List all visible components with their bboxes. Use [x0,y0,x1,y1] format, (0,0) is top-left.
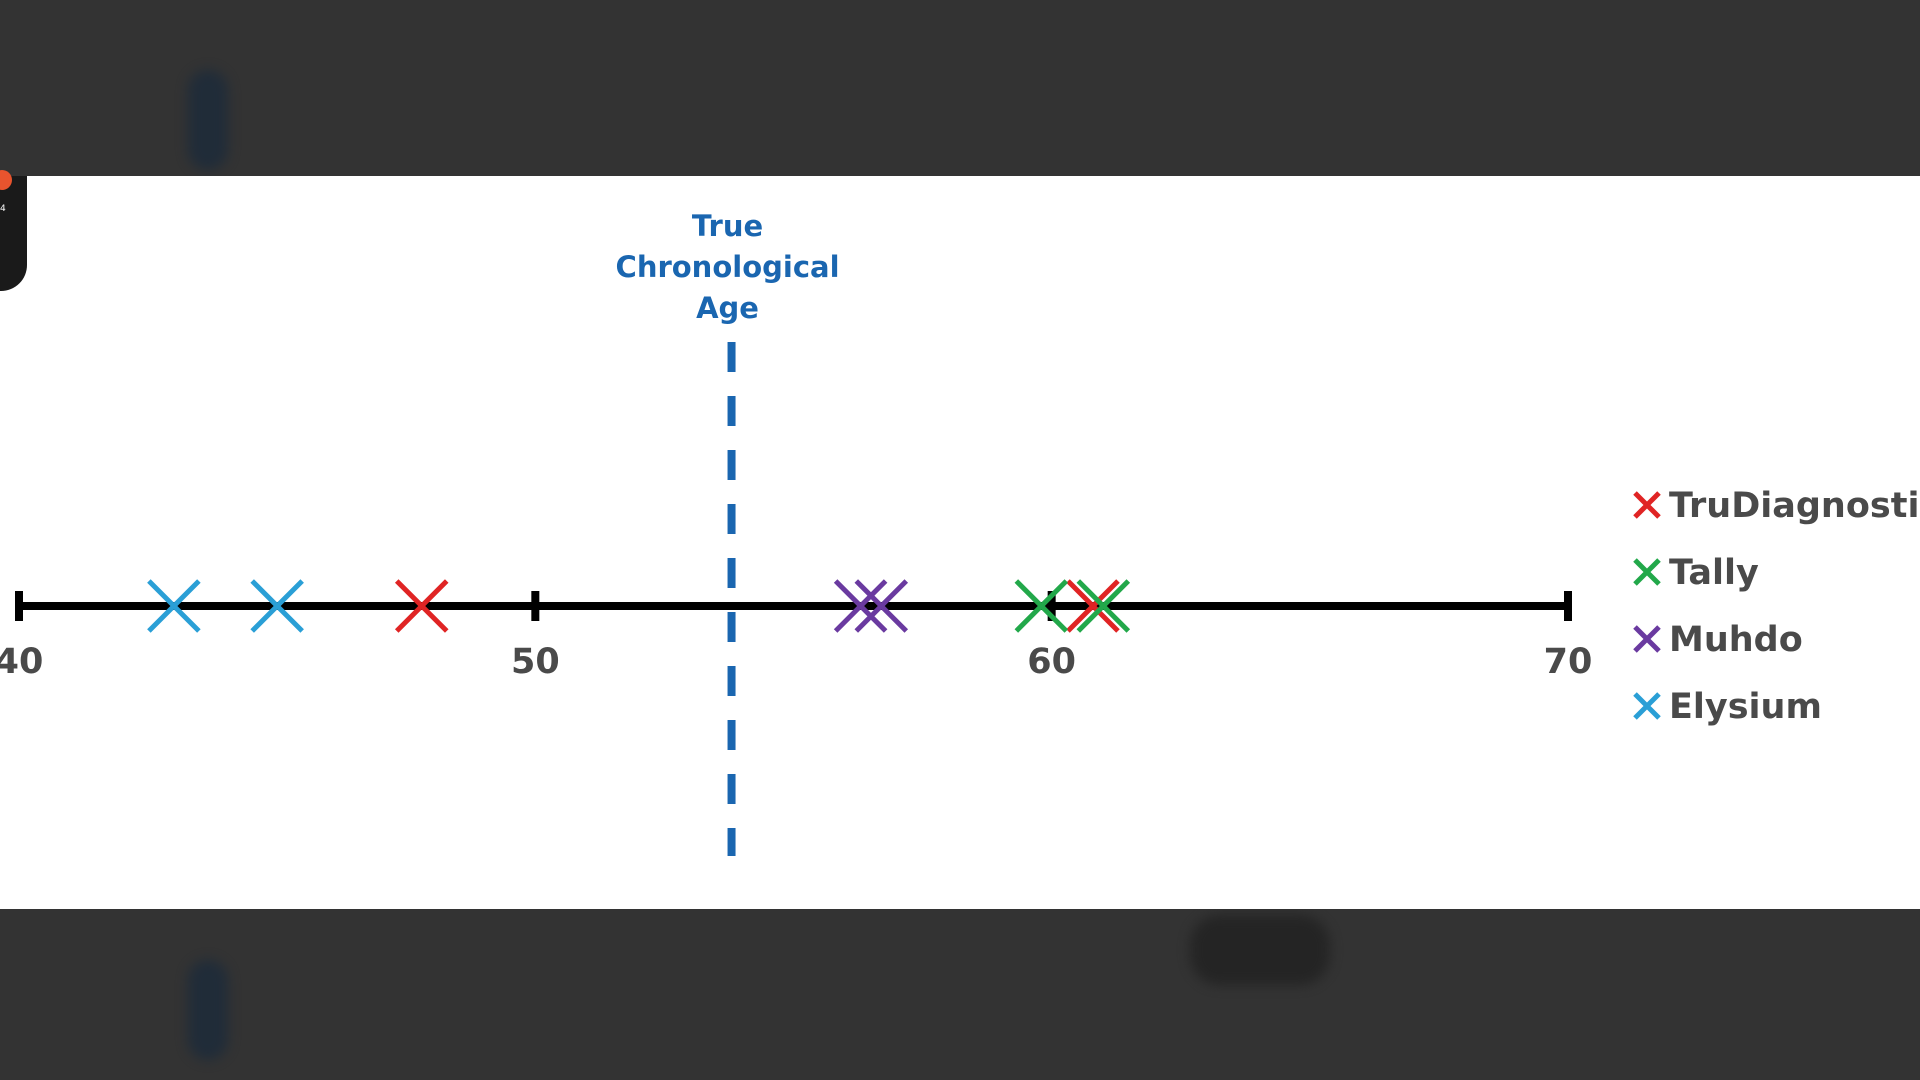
blurred-background-shape [188,70,228,170]
x-tick-label: 50 [511,642,560,682]
data-point-muhdo-marker [833,579,888,633]
data-point-trudiagnostic-marker [1066,579,1120,633]
x-tick-label: 60 [1027,642,1076,682]
blurred-background-shape [188,960,228,1060]
legend-entry-label: TruDiagnostic [1669,486,1920,526]
widget-badge-text: 4 [0,204,6,214]
data-point-muhdo-marker [854,579,909,633]
data-point-tally-marker [1014,579,1069,633]
data-point-elysium-marker [147,579,201,633]
age-comparison-chart: True Chronological Age 40 50 60 70 TruDiagnosti… [0,209,1920,856]
legend-marker-icon [1633,558,1661,586]
legend-entry-label: Tally [1669,553,1759,593]
legend-marker-icon [1633,625,1661,653]
data-point-elysium-marker [250,579,304,633]
chart-slide: True Chronological Age 40 50 60 70 TruDiagnosti… [0,176,1920,909]
data-point-tally-marker [1076,579,1131,633]
data-point-trudiagnostic-marker [394,579,449,633]
side-widget[interactable]: 4 [0,170,27,291]
x-tick-label: 40 [0,642,43,682]
reference-line-label: Chronological [616,250,840,284]
notification-dot-icon [0,170,12,190]
legend-marker-icon [1633,491,1661,519]
x-tick-label: 70 [1544,642,1593,682]
legend-marker-icon [1633,692,1661,720]
reference-line-label: Age [696,291,759,325]
reference-line-label: True [692,209,763,243]
legend-entry-label: Muhdo [1669,620,1803,660]
blurred-background-shape [1190,915,1330,985]
legend-entry-label: Elysium [1669,687,1822,727]
